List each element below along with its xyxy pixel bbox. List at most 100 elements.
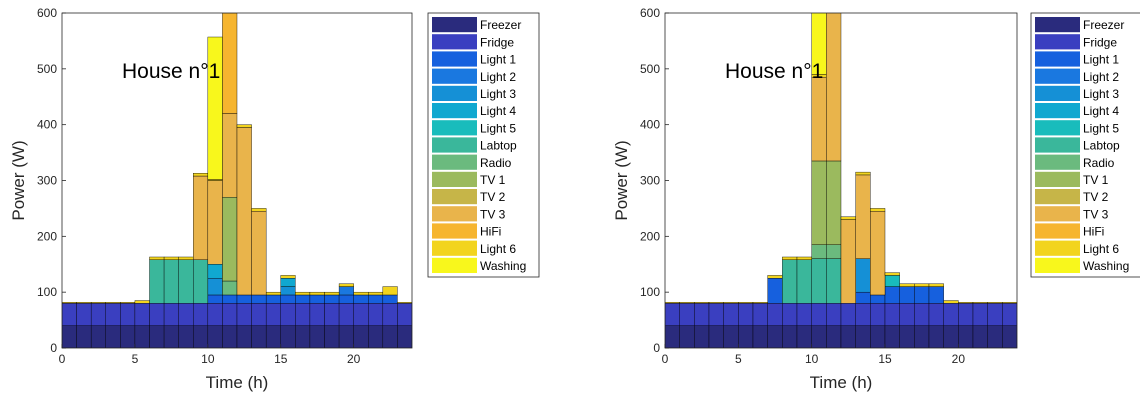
bar-segment — [665, 303, 680, 326]
bar-segment — [738, 302, 754, 304]
bar-segment — [694, 302, 710, 304]
bar-segment — [782, 256, 798, 260]
bar-segment — [884, 272, 900, 276]
bar-segment — [134, 303, 150, 326]
bar-segment — [324, 294, 340, 304]
bar-segment — [251, 211, 267, 296]
legend-label: TV 2 — [1083, 190, 1109, 204]
bar-segment — [870, 325, 886, 348]
legend-label: Light 1 — [1083, 53, 1119, 67]
bar-segment — [708, 302, 724, 304]
bar-segment — [222, 303, 238, 326]
bar-segment — [855, 171, 871, 176]
legend-label: Light 6 — [480, 242, 516, 256]
legend-swatch — [432, 85, 477, 101]
bar-segment — [90, 302, 106, 304]
legend-label: Light 5 — [480, 121, 516, 135]
bar-segment — [826, 244, 842, 259]
legend-label: Light 1 — [480, 53, 516, 67]
bar-segment — [178, 259, 194, 304]
legend-swatch — [1035, 206, 1080, 222]
bar-segment — [251, 303, 267, 326]
y-tick-label: 200 — [37, 229, 57, 243]
x-tick-label: 5 — [735, 352, 742, 366]
bar-segment — [62, 303, 77, 326]
legend-label: Labtop — [480, 139, 517, 153]
legend: Freezer Fridge Light 1 Light 2 Light 3 Light … — [427, 12, 540, 278]
bar-segment — [397, 303, 412, 326]
legend-swatch — [1035, 103, 1080, 119]
bar-segment — [694, 303, 710, 326]
legend-swatch — [432, 17, 477, 33]
y-tick-label: 100 — [37, 285, 57, 299]
bar-segment — [62, 325, 77, 348]
bar-segment — [914, 303, 930, 326]
bar-segment — [295, 325, 311, 348]
legend-swatch — [432, 257, 477, 273]
legend-label: Labtop — [1083, 139, 1120, 153]
bar-segment — [826, 160, 842, 245]
bar-segment — [665, 325, 680, 348]
legend-swatch — [432, 171, 477, 187]
y-axis-label: Power (W) — [612, 140, 631, 220]
bar-segment — [90, 325, 106, 348]
bar-segment — [899, 303, 915, 326]
legend-label: TV 3 — [480, 207, 506, 221]
legend-swatch — [1035, 223, 1080, 239]
bar-segment — [972, 302, 988, 304]
bar-segment — [76, 302, 92, 304]
bar-segment — [105, 303, 121, 326]
bar-segment — [324, 325, 340, 348]
legend-swatch — [432, 154, 477, 170]
x-axis-label: Time (h) — [810, 373, 873, 392]
bar-segment — [120, 325, 136, 348]
bar-segment — [738, 303, 754, 326]
bar-segment — [958, 303, 974, 326]
bar-segment — [928, 283, 944, 287]
bar-segment — [382, 294, 398, 304]
bar-segment — [120, 302, 136, 304]
bar-segment — [338, 283, 354, 287]
bar-segment — [884, 325, 900, 348]
legend-swatch — [1035, 120, 1080, 136]
x-tick-label: 15 — [878, 352, 892, 366]
legend-label: Light 5 — [1083, 121, 1119, 135]
bar-segment — [811, 325, 827, 348]
legend-swatch — [1035, 240, 1080, 256]
bar-segment — [796, 303, 812, 326]
legend-label: Fridge — [480, 35, 514, 49]
legend-label: Freezer — [1083, 18, 1124, 32]
bar-segment — [324, 291, 340, 296]
bar-segment — [782, 325, 798, 348]
bar-segment — [708, 325, 724, 348]
legend-label: TV 2 — [480, 190, 506, 204]
y-tick-label: 300 — [37, 174, 57, 188]
y-tick-label: 300 — [640, 174, 660, 188]
bar-segment — [679, 325, 695, 348]
bar-segment — [943, 325, 959, 348]
x-tick-label: 15 — [274, 352, 288, 366]
bar-segment — [767, 278, 783, 304]
bar-segment — [914, 325, 930, 348]
bar-segment — [958, 302, 974, 304]
bar-segment — [222, 197, 238, 282]
bar-segment — [207, 180, 223, 265]
bar-segment — [251, 294, 267, 304]
bars — [62, 13, 412, 348]
legend-swatch — [1035, 51, 1080, 67]
bar-segment — [855, 303, 871, 326]
legend-swatch — [432, 68, 477, 84]
legend-swatch — [432, 103, 477, 119]
legend-label: HiFi — [480, 225, 501, 239]
bar-segment — [811, 258, 827, 304]
bar-segment — [338, 294, 354, 304]
bar-segment — [1002, 325, 1017, 348]
bar-segment — [928, 303, 944, 326]
bar-segment — [972, 303, 988, 326]
legend-label: Light 4 — [480, 104, 516, 118]
bar-segment — [236, 303, 252, 326]
y-tick-label: 600 — [37, 6, 57, 20]
bar-segment — [826, 325, 842, 348]
legend-label: Freezer — [480, 18, 521, 32]
